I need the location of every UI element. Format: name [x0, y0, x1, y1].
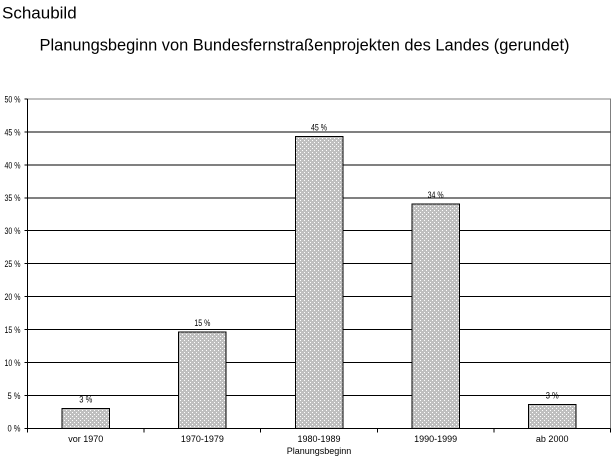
svg-text:5 %: 5 % [8, 391, 21, 401]
svg-text:1990-1999: 1990-1999 [414, 434, 457, 444]
svg-text:45 %: 45 % [5, 127, 21, 137]
svg-text:30 %: 30 % [5, 226, 21, 236]
svg-text:15 %: 15 % [5, 325, 21, 335]
svg-text:ab 2000: ab 2000 [536, 434, 569, 444]
svg-text:vor 1970: vor 1970 [68, 434, 103, 444]
svg-text:1970-1979: 1970-1979 [181, 434, 224, 444]
svg-text:Planungsbeginn von Bundesferns: Planungsbeginn von Bundesfernstraßenproj… [40, 36, 570, 55]
svg-text:0 %: 0 % [8, 424, 21, 434]
svg-text:Planungsbeginn: Planungsbeginn [287, 446, 352, 456]
svg-text:40 %: 40 % [5, 160, 21, 170]
svg-text:35 %: 35 % [5, 193, 21, 203]
svg-text:45 %: 45 % [311, 122, 327, 132]
svg-text:3 %: 3 % [79, 395, 92, 405]
svg-text:20 %: 20 % [5, 292, 21, 302]
svg-text:15 %: 15 % [194, 318, 210, 328]
svg-text:Schaubild: Schaubild [2, 4, 77, 23]
svg-text:10 %: 10 % [5, 358, 21, 368]
svg-text:50 %: 50 % [5, 94, 21, 104]
svg-text:3 %: 3 % [546, 390, 559, 400]
svg-text:1980-1989: 1980-1989 [297, 434, 340, 444]
svg-text:25 %: 25 % [5, 259, 21, 269]
svg-text:34 %: 34 % [428, 190, 444, 200]
